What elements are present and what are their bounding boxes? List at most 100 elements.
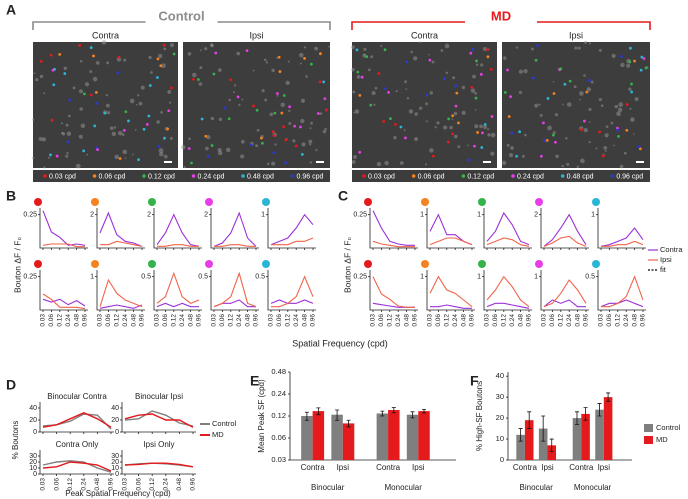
y-tick-label: 10 [496,434,504,443]
texture [117,130,123,136]
bouton [293,124,296,128]
bouton [159,64,163,68]
texture [370,55,374,59]
texture [199,49,202,52]
texture [300,62,302,65]
x-tick-label: 0.48 [187,314,194,327]
texture [205,146,209,151]
texture [629,107,632,110]
y-tick-label: 1 [420,274,424,281]
bouton [245,49,249,53]
series-line [124,410,194,427]
bouton [200,117,204,121]
texture [523,68,528,74]
y-axis-label: Bouton ΔF / F₀ [342,237,352,293]
texture [431,60,435,64]
bouton [206,155,210,159]
panel-label: B [6,188,16,204]
texture [632,133,635,135]
bouton [480,146,484,149]
y-tick-label: 0.25 [353,274,367,281]
texture [116,57,122,62]
bouton [642,57,646,60]
x-tick-label: 0.96 [310,314,317,327]
texture [140,85,145,90]
texture [101,40,107,45]
texture [261,89,265,93]
y-tick-label: 2 [534,212,538,219]
texture [374,86,378,90]
y-tick-label: 0.24 [271,389,286,398]
texture [63,66,68,71]
error-bar [518,428,523,442]
x-tick-label: 0.06 [378,314,385,327]
legend-dot [241,174,245,178]
x-tick-label: 0.24 [566,314,573,327]
texture [188,137,191,141]
texture [579,91,584,96]
y-tick-label: 0 [500,455,504,464]
legend-dot [142,174,146,178]
texture [109,126,114,131]
series-line [42,461,112,472]
bar [572,418,582,460]
bouton [507,115,511,118]
x-tick-label: 0.24 [236,314,243,327]
texture [474,124,479,129]
texture [598,48,602,52]
series-line [99,211,143,247]
legend-label: fit [660,265,667,274]
texture [167,90,172,94]
axis [39,270,88,311]
texture [352,90,356,94]
y-tick-label: 0 [115,471,119,478]
texture [376,161,382,167]
texture [79,59,83,63]
x-tick-label: 0.48 [73,314,80,327]
bar [603,397,613,460]
bouton [252,104,255,108]
y-tick-label: 10 [29,465,37,472]
error-bar [606,392,611,402]
x-tick-label: 0.03 [484,314,491,327]
x-tick-label: Contra [569,463,594,472]
bouton [89,93,93,97]
bouton [318,80,322,84]
x-tick-label: 0.12 [228,314,235,327]
texture [134,129,137,131]
bouton [280,111,284,115]
x-tick-label: 0.96 [139,314,146,327]
bouton [383,48,387,52]
bouton [192,77,195,81]
bouton [39,59,43,63]
group-title: Control [158,8,204,23]
panel-label: C [338,188,348,204]
texture [89,70,93,74]
bouton [475,59,478,63]
texture [236,51,241,56]
bouton [147,114,151,118]
texture [228,98,232,102]
legend-label: 0.48 cpd [247,173,274,180]
texture [35,77,39,82]
bouton [82,92,86,96]
texture [204,47,208,51]
texture [470,88,476,93]
x-tick-label: 0.03 [427,314,434,327]
bouton [534,58,538,62]
bouton [545,138,549,142]
texture [515,46,518,49]
legend-label: Control [656,423,681,432]
bouton [404,136,407,140]
bouton [95,102,99,105]
bouton [299,125,302,129]
y-tick-label: 20 [111,459,119,466]
y-tick-label: 0.48 [271,367,286,376]
texture [135,103,138,106]
y-tick-label: 0 [33,429,37,436]
texture [161,63,166,69]
texture [148,55,152,60]
bouton [644,66,648,70]
texture [137,94,140,97]
